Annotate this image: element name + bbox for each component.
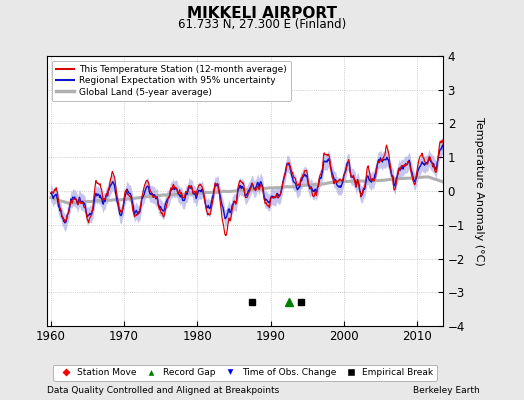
Text: MIKKELI AIRPORT: MIKKELI AIRPORT [187,6,337,21]
Text: 61.733 N, 27.300 E (Finland): 61.733 N, 27.300 E (Finland) [178,18,346,31]
Y-axis label: Temperature Anomaly (°C): Temperature Anomaly (°C) [474,117,485,265]
Text: Data Quality Controlled and Aligned at Breakpoints: Data Quality Controlled and Aligned at B… [47,386,279,395]
Legend: Station Move, Record Gap, Time of Obs. Change, Empirical Break: Station Move, Record Gap, Time of Obs. C… [53,365,437,381]
Text: Berkeley Earth: Berkeley Earth [413,386,479,395]
